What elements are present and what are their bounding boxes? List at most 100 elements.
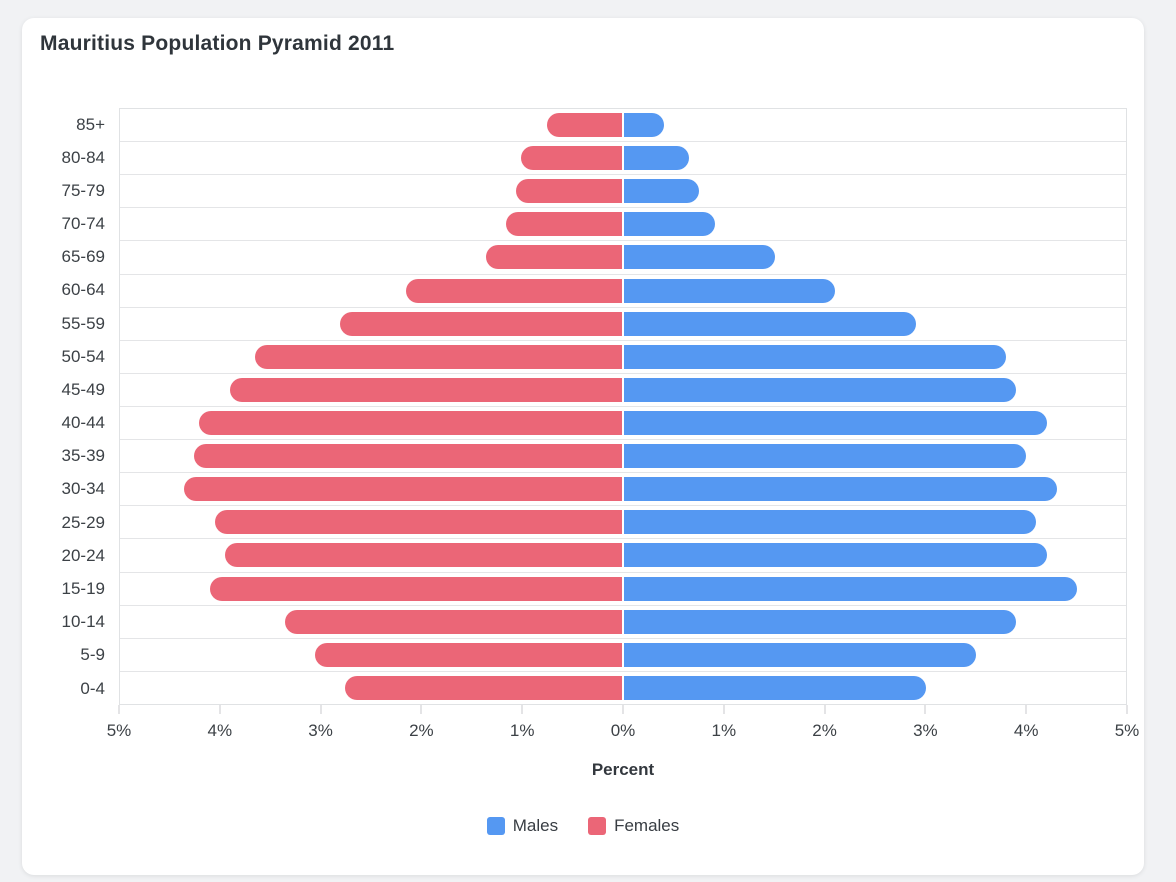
male-bar[interactable] (624, 344, 1007, 369)
age-label: 75-79 (61, 180, 105, 200)
x-tick-label: 1% (509, 721, 535, 740)
chart-title: Mauritius Population Pyramid 2011 (40, 32, 395, 55)
female-bar[interactable] (315, 642, 622, 667)
legend-label: Females (614, 816, 680, 835)
age-row (120, 407, 1126, 441)
age-label: 20-24 (61, 545, 105, 565)
male-bar[interactable] (624, 212, 715, 237)
legend-label: Males (512, 816, 559, 835)
age-row (120, 573, 1126, 606)
age-row (120, 374, 1126, 407)
female-bar[interactable] (194, 444, 622, 469)
age-row (120, 341, 1126, 374)
age-row (120, 606, 1126, 639)
age-label: 80-84 (61, 147, 105, 167)
x-axis-title: Percent (591, 760, 655, 779)
x-tick-mark (320, 705, 322, 714)
chart-card: Mauritius Population Pyramid 2011 85+ 80-… (22, 18, 1144, 875)
age-row (120, 208, 1126, 242)
age-label: 0-4 (80, 678, 105, 698)
male-bar[interactable] (624, 411, 1047, 436)
age-label: 55-59 (61, 313, 105, 333)
male-bar[interactable] (624, 311, 916, 336)
age-label: 35-39 (61, 446, 105, 466)
age-row (120, 308, 1126, 341)
x-tick-label: 2% (409, 721, 434, 740)
female-bar[interactable] (506, 212, 622, 237)
male-bar[interactable] (624, 510, 1037, 535)
x-tick-label: 5% (1114, 721, 1140, 740)
age-label: 85+ (76, 114, 105, 134)
age-row (120, 241, 1126, 275)
age-row (120, 506, 1126, 540)
female-bar[interactable] (214, 510, 622, 535)
male-bar[interactable] (624, 543, 1047, 568)
age-label: 15-19 (61, 578, 105, 598)
age-label: 60-64 (61, 280, 105, 300)
male-bar[interactable] (624, 245, 775, 270)
male-bar[interactable] (624, 477, 1057, 502)
age-row (120, 275, 1126, 308)
x-tick-label: 0% (610, 721, 636, 740)
age-label: 30-34 (61, 479, 105, 499)
age-row (120, 672, 1126, 704)
male-bar[interactable] (624, 675, 926, 700)
female-bar[interactable] (345, 675, 622, 700)
x-tick-label: 4% (1013, 721, 1039, 740)
x-tick-mark (521, 705, 523, 714)
x-tick-label: 5% (106, 721, 132, 740)
female-bar[interactable] (224, 543, 622, 568)
female-bar[interactable] (209, 576, 622, 601)
x-tick-mark (824, 705, 826, 714)
x-tick-label: 4% (207, 721, 233, 740)
female-bar[interactable] (340, 311, 622, 336)
age-label: 65-69 (61, 247, 105, 267)
male-bar[interactable] (624, 576, 1077, 601)
male-bar[interactable] (624, 444, 1027, 469)
male-bar[interactable] (624, 179, 700, 204)
x-tick-mark (924, 705, 926, 714)
female-bar[interactable] (199, 411, 622, 436)
x-tick-mark (723, 705, 725, 714)
female-bar[interactable] (516, 179, 622, 204)
female-bar[interactable] (285, 609, 622, 634)
x-tick-mark (1025, 705, 1027, 714)
male-bar[interactable] (624, 278, 836, 303)
age-labels: 85+ 80-84 75-79 70-74 65-69 60-64 55-59 50-54 45… (22, 108, 105, 705)
legend-item-males[interactable]: Males (486, 816, 559, 836)
male-bar[interactable] (624, 609, 1017, 634)
age-label: 10-14 (61, 612, 105, 632)
female-bar[interactable] (184, 477, 622, 502)
age-row (120, 142, 1126, 176)
male-bar[interactable] (624, 377, 1017, 402)
x-tick-label: 1% (711, 721, 737, 740)
legend: Males Females (22, 816, 1144, 836)
female-bar[interactable] (229, 377, 622, 402)
age-row (120, 639, 1126, 672)
x-tick-mark (118, 705, 120, 714)
legend-item-females[interactable]: Females (588, 816, 679, 836)
x-tick-mark (420, 705, 422, 714)
age-label: 25-29 (61, 512, 105, 532)
female-bar[interactable] (521, 146, 622, 171)
x-tick-label: 3% (913, 721, 938, 740)
male-bar[interactable] (624, 642, 977, 667)
x-tick-label: 3% (308, 721, 333, 740)
legend-swatch-icon (486, 817, 505, 835)
x-axis: 5% 4% 3% 2% 1% 0% 1% 2% 3% 4% 5% (107, 705, 1139, 751)
x-tick-label: 2% (812, 721, 837, 740)
plot-area (119, 108, 1127, 705)
age-label: 70-74 (61, 214, 105, 234)
female-bar[interactable] (486, 245, 622, 270)
age-row (120, 440, 1126, 474)
age-label: 45-49 (61, 379, 105, 399)
age-label: 5-9 (80, 645, 105, 665)
age-label: 50-54 (61, 346, 105, 366)
female-bar[interactable] (405, 278, 622, 303)
age-row (120, 539, 1126, 573)
legend-swatch-icon (588, 817, 607, 835)
male-bar[interactable] (624, 113, 665, 138)
male-bar[interactable] (624, 146, 690, 171)
female-bar[interactable] (254, 344, 622, 369)
female-bar[interactable] (546, 113, 622, 138)
